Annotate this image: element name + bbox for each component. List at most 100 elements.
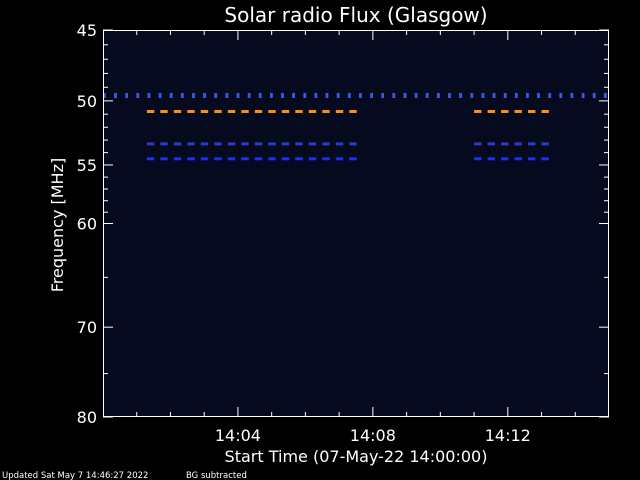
- spectrogram-background: [103, 30, 609, 417]
- band-5-dash-3: [187, 157, 195, 161]
- band-0-dash-45: [603, 93, 607, 98]
- band-0-dash-6: [169, 93, 173, 98]
- band-0-dash-10: [214, 93, 218, 98]
- band-5-dash-15: [349, 157, 357, 161]
- plot-area: [103, 30, 609, 417]
- y-tick-label-2: 55: [77, 156, 97, 175]
- band-4-dash-1: [487, 142, 495, 146]
- band-3-dash-13: [322, 142, 330, 146]
- band-0-dash-3: [136, 93, 140, 98]
- footer-updated: Updated Sat May 7 14:46:27 2022: [2, 471, 148, 480]
- band-3-dash-8: [254, 142, 263, 146]
- x-tick-label-0: 14:04: [215, 426, 261, 445]
- band-0-dash-23: [359, 93, 362, 98]
- band-3-dash-1: [160, 142, 168, 146]
- band-5-dash-8: [254, 157, 263, 161]
- band-3-dash-10: [281, 142, 290, 146]
- band-5-dash-6: [227, 157, 236, 161]
- band-3-dash-9: [268, 142, 276, 146]
- band-5-dash-12: [308, 157, 317, 161]
- band-5-dash-10: [281, 157, 290, 161]
- band-0-dash-9: [203, 93, 206, 98]
- y-axis-label: Frequency [MHz]: [48, 158, 67, 292]
- y-tick-label-4: 70: [77, 318, 97, 337]
- band-0-dash-39: [537, 93, 540, 98]
- band-6-dash-2: [501, 157, 509, 161]
- x-axis-label: Start Time (07-May-22 14:00:00): [225, 447, 488, 466]
- band-4-dash-4: [528, 142, 536, 146]
- band-0-dash-22: [347, 93, 351, 98]
- band-5-dash-13: [322, 157, 330, 161]
- band-0-dash-38: [526, 93, 529, 98]
- band-4-dash-2: [501, 142, 509, 146]
- band-5-dash-0: [146, 157, 155, 161]
- band-2-dash-0: [474, 110, 482, 113]
- band-2-dash-5: [541, 110, 549, 113]
- band-0-dash-4: [147, 93, 151, 98]
- band-1-dash-5: [214, 110, 222, 113]
- band-0-dash-19: [314, 93, 318, 98]
- band-0-dash-12: [236, 93, 240, 98]
- band-1-dash-15: [349, 110, 357, 113]
- band-2-dash-3: [514, 110, 522, 113]
- band-0-dash-43: [581, 93, 585, 98]
- band-3-dash-0: [146, 142, 155, 146]
- band-0-dash-7: [180, 93, 184, 98]
- band-3-dash-14: [335, 142, 344, 146]
- band-0-dash-11: [225, 93, 229, 98]
- band-5-dash-5: [214, 157, 222, 161]
- band-0-dash-30: [437, 93, 440, 98]
- band-0-dash-44: [592, 93, 596, 98]
- band-0-dash-8: [192, 93, 195, 98]
- band-0-dash-0: [103, 93, 106, 98]
- band-5-dash-2: [173, 157, 182, 161]
- band-0-dash-40: [548, 93, 552, 98]
- band-1-dash-0: [146, 110, 155, 113]
- band-0-dash-29: [425, 93, 429, 98]
- band-5-dash-9: [268, 157, 276, 161]
- band-0-dash-21: [336, 93, 340, 98]
- band-6-dash-5: [541, 157, 549, 161]
- band-6-dash-4: [528, 157, 536, 161]
- band-3-dash-15: [349, 142, 357, 146]
- band-0-dash-36: [503, 93, 507, 98]
- band-1-dash-3: [187, 110, 195, 113]
- band-5-dash-7: [241, 157, 249, 161]
- band-0-dash-27: [403, 93, 407, 98]
- band-0-dash-32: [459, 93, 462, 98]
- band-1-dash-14: [335, 110, 344, 113]
- band-0-dash-13: [247, 93, 251, 98]
- chart-title: Solar radio Flux (Glasgow): [224, 3, 487, 27]
- band-0-dash-37: [514, 93, 518, 98]
- band-5-dash-4: [200, 157, 209, 161]
- band-1-dash-13: [322, 110, 330, 113]
- band-4-dash-0: [474, 142, 482, 146]
- band-1-dash-9: [268, 110, 276, 113]
- band-0-dash-20: [325, 93, 329, 98]
- y-tick-label-1: 50: [77, 92, 97, 111]
- band-2-dash-2: [501, 110, 509, 113]
- band-6-dash-3: [514, 157, 522, 161]
- band-0-dash-42: [570, 93, 574, 98]
- band-0-dash-14: [258, 93, 262, 98]
- band-4-dash-5: [541, 142, 549, 146]
- band-1-dash-4: [200, 110, 209, 113]
- band-3-dash-4: [200, 142, 209, 146]
- y-tick-label-0: 45: [77, 21, 97, 40]
- emission-bands: [103, 93, 607, 161]
- band-1-dash-1: [160, 110, 168, 113]
- band-0-dash-2: [125, 93, 129, 98]
- band-0-dash-1: [114, 93, 117, 98]
- x-tick-label-2: 14:12: [485, 426, 531, 445]
- y-tick-label-3: 60: [77, 215, 97, 234]
- band-0-dash-31: [448, 93, 451, 98]
- band-0-dash-15: [270, 93, 273, 98]
- band-1-dash-12: [308, 110, 317, 113]
- band-0-dash-17: [292, 93, 295, 98]
- y-tick-label-5: 80: [77, 408, 97, 427]
- band-0-dash-41: [559, 93, 563, 98]
- band-3-dash-2: [173, 142, 182, 146]
- band-4-dash-3: [514, 142, 522, 146]
